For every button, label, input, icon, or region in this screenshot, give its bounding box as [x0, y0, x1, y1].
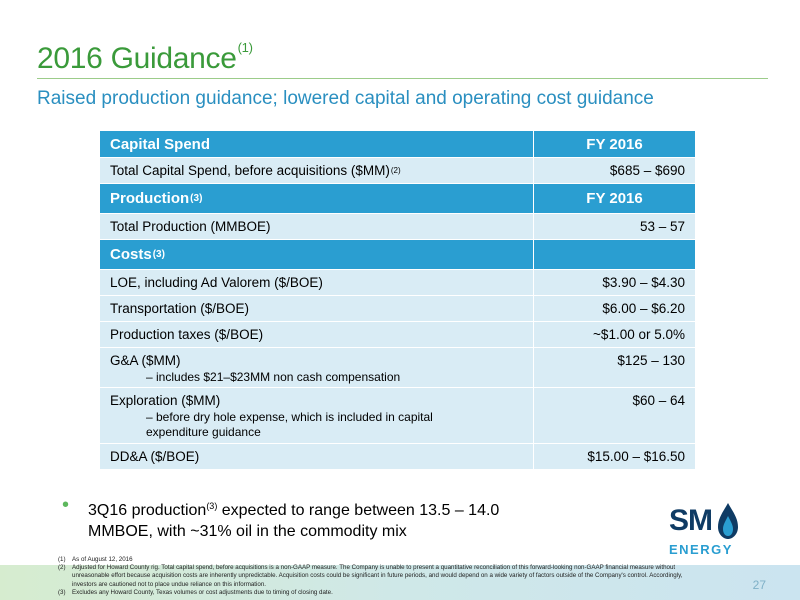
bullet-point: • 3Q16 production(3) expected to range b… — [62, 494, 500, 541]
row-label: Exploration ($MM) – before dry hole expe… — [100, 388, 534, 443]
row-label: Production taxes ($/BOE) — [100, 322, 534, 347]
table-row: DD&A ($/BOE) $15.00 – $16.50 — [100, 443, 695, 469]
sm-energy-logo: SM ENERGY — [665, 500, 745, 560]
footnote: (3) Excludes any Howard County, Texas vol… — [58, 588, 333, 596]
table-row: Production taxes ($/BOE) ~$1.00 or 5.0% — [100, 321, 695, 347]
row-value: 53 – 57 — [639, 219, 685, 234]
row-label: DD&A ($/BOE) — [100, 444, 534, 469]
table-row: G&A ($MM) – includes $21–$23MM non cash … — [100, 347, 695, 387]
row-value: ~$1.00 or 5.0% — [593, 327, 685, 342]
row-label: Total Production (MMBOE) — [100, 214, 534, 239]
table-row: Transportation ($/BOE) $6.00 – $6.20 — [100, 295, 695, 321]
row-label: G&A ($MM) – includes $21–$23MM non cash … — [100, 348, 534, 387]
title-footnote-ref: (1) — [237, 40, 253, 55]
row-label: Transportation ($/BOE) — [100, 296, 534, 321]
capital-year-header: FY 2016 — [586, 135, 643, 153]
row-value: $15.00 – $16.50 — [587, 449, 685, 464]
production-header: Production (3) — [100, 184, 534, 213]
title-rule — [37, 78, 768, 79]
row-value: $3.90 – $4.30 — [602, 275, 685, 290]
logo-energy-text: ENERGY — [669, 542, 733, 557]
footnote: (1) As of August 12, 2016 — [58, 556, 133, 563]
table-row: Total Capital Spend, before acquisitions… — [100, 157, 695, 183]
table-row: LOE, including Ad Valorem ($/BOE) $3.90 … — [100, 269, 695, 295]
footnotes: (1) As of August 12, 2016 (2) Adjusted for… — [58, 556, 698, 597]
page-number: 27 — [752, 578, 766, 592]
row-label: Total Capital Spend, before acquisitions… — [100, 158, 534, 183]
row-label: LOE, including Ad Valorem ($/BOE) — [100, 270, 534, 295]
production-header-row: Production (3) FY 2016 — [100, 183, 695, 213]
slide-subtitle: Raised production guidance; lowered capi… — [37, 88, 654, 109]
row-note: – includes $21–$23MM non cash compensati… — [146, 370, 401, 384]
row-value: $685 – $690 — [609, 163, 685, 178]
row-value: $60 – 64 — [632, 393, 685, 408]
row-note: – before dry hole expense, which is incl… — [146, 410, 433, 439]
costs-year-header — [534, 240, 695, 269]
row-value: $6.00 – $6.20 — [602, 301, 685, 316]
footnote: (2) Adjusted for Howard County rig. Total… — [58, 564, 683, 588]
capital-header: Capital Spend — [100, 131, 534, 157]
guidance-table: Capital Spend FY 2016 Total Capital Spen… — [100, 131, 695, 469]
slide-title: 2016 Guidance(1) — [37, 40, 253, 75]
flame-icon — [718, 503, 738, 539]
bullet-dot-icon: • — [62, 494, 70, 516]
table-row: Exploration ($MM) – before dry hole expe… — [100, 387, 695, 443]
capital-header-row: Capital Spend FY 2016 — [100, 131, 695, 157]
logo-sm-text: SM — [669, 504, 713, 537]
table-row: Total Production (MMBOE) 53 – 57 — [100, 213, 695, 239]
row-value: $125 – 130 — [617, 353, 685, 368]
footer-band — [0, 565, 800, 600]
production-year-header: FY 2016 — [586, 190, 643, 207]
costs-header: Costs (3) — [100, 240, 534, 269]
costs-header-row: Costs (3) — [100, 239, 695, 269]
